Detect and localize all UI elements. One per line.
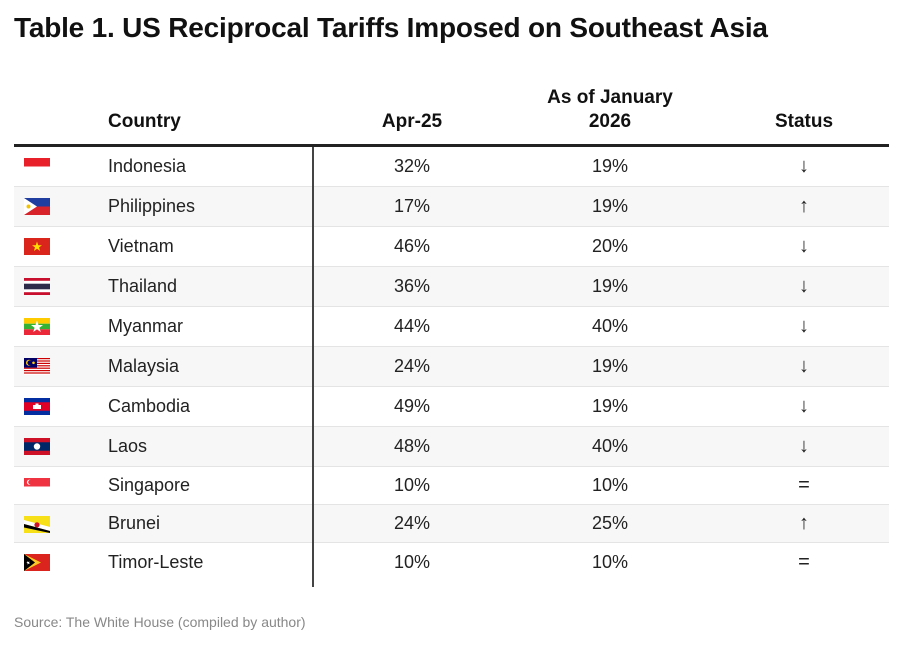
- apr-25-cell: 44%: [393, 316, 431, 336]
- status-cell: ↑: [799, 512, 809, 534]
- table-row: Vietnam 46% 20% ↓: [14, 227, 889, 267]
- malaysia-flag-icon: [24, 358, 50, 375]
- myanmar-flag-icon: [24, 318, 50, 335]
- status-cell: ↓: [799, 275, 809, 297]
- apr-25-cell: 10%: [393, 475, 431, 495]
- country-cell: Vietnam: [108, 236, 174, 256]
- country-cell: Malaysia: [108, 356, 180, 376]
- jan-2026-cell: 10%: [591, 475, 629, 495]
- header-jan-line1: As of January: [547, 87, 673, 108]
- table-row: Myanmar 44% 40% ↓: [14, 307, 889, 347]
- table-row: Philippines 17% 19% ↑: [14, 187, 889, 227]
- country-cell: Thailand: [108, 276, 178, 296]
- thailand-flag-icon: [24, 278, 50, 295]
- jan-2026-cell: 19%: [591, 276, 629, 296]
- status-cell: ↓: [799, 235, 809, 257]
- laos-flag-icon: [24, 438, 50, 455]
- status-cell: =: [798, 550, 810, 573]
- header-apr-25: Apr-25: [381, 111, 443, 132]
- timor-leste-flag-icon: [24, 554, 50, 571]
- status-cell: ↓: [799, 315, 809, 337]
- header-as-of-january-2026: As of January 2026: [520, 86, 700, 134]
- apr-25-cell: 24%: [393, 356, 431, 376]
- table-row: Thailand 36% 19% ↓: [14, 267, 889, 307]
- table-row: Cambodia 49% 19% ↓: [14, 387, 889, 427]
- table-row: Laos 48% 40% ↓: [14, 427, 889, 467]
- table-row: Indonesia 32% 19% ↓: [14, 147, 889, 187]
- philippines-flag-icon: [24, 198, 50, 215]
- country-cell: Timor-Leste: [108, 551, 204, 572]
- status-cell: =: [798, 474, 810, 496]
- jan-2026-cell: 19%: [591, 356, 629, 376]
- jan-2026-cell: 19%: [591, 396, 629, 416]
- status-cell: ↓: [799, 395, 809, 417]
- cambodia-flag-icon: [24, 398, 50, 415]
- table-row: Timor-Leste 10% 10% =: [14, 543, 889, 581]
- apr-25-cell: 10%: [393, 551, 431, 572]
- jan-2026-cell: 25%: [591, 513, 629, 533]
- apr-25-cell: 36%: [393, 276, 431, 296]
- status-cell: ↓: [799, 155, 809, 177]
- country-cell: Laos: [108, 436, 148, 456]
- indonesia-flag-icon: [24, 158, 50, 175]
- jan-2026-cell: 40%: [591, 316, 629, 336]
- apr-25-cell: 46%: [393, 236, 431, 256]
- status-cell: ↓: [799, 355, 809, 377]
- jan-2026-cell: 19%: [591, 156, 629, 176]
- apr-25-cell: 49%: [393, 396, 431, 416]
- status-cell: ↓: [799, 435, 809, 457]
- jan-2026-cell: 10%: [591, 551, 629, 572]
- header-jan-line2: 2026: [588, 111, 632, 132]
- vietnam-flag-icon: [24, 238, 50, 255]
- header-country: Country: [108, 111, 181, 132]
- jan-2026-cell: 40%: [591, 436, 629, 456]
- source-note: Source: The White House (compiled by aut…: [14, 614, 306, 630]
- country-cell: Myanmar: [108, 316, 184, 336]
- table-row: Malaysia 24% 19% ↓: [14, 347, 889, 387]
- country-cell: Cambodia: [108, 396, 191, 416]
- jan-2026-cell: 19%: [591, 196, 629, 216]
- apr-25-cell: 48%: [393, 436, 431, 456]
- apr-25-cell: 24%: [393, 513, 431, 533]
- apr-25-cell: 17%: [393, 196, 431, 216]
- table-row: Brunei 24% 25% ↑: [14, 505, 889, 543]
- country-cell: Indonesia: [108, 156, 187, 176]
- header-status: Status: [774, 111, 834, 132]
- country-cell: Brunei: [108, 513, 161, 533]
- header-rule: [14, 144, 889, 147]
- apr-25-cell: 32%: [393, 156, 431, 176]
- jan-2026-cell: 20%: [591, 236, 629, 256]
- country-cell: Singapore: [108, 475, 191, 495]
- table-row: Singapore 10% 10% =: [14, 467, 889, 505]
- status-cell: ↑: [799, 195, 809, 217]
- table-title: Table 1. US Reciprocal Tariffs Imposed o…: [14, 12, 768, 43]
- country-cell: Philippines: [108, 196, 196, 216]
- table-body: Indonesia 32% 19% ↓ Philippines 17% 19% ↑ Vietna…: [14, 147, 889, 581]
- singapore-flag-icon: [24, 478, 50, 495]
- column-divider: [312, 147, 314, 587]
- brunei-flag-icon: [24, 516, 50, 533]
